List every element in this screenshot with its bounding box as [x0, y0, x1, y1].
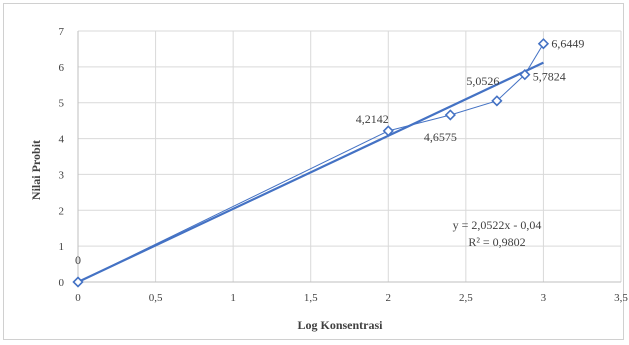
- grid-layer: [78, 30, 622, 282]
- data-point-3: [491, 95, 503, 107]
- data-point-1: [382, 125, 394, 137]
- x-tick-label-5: 2,5: [459, 292, 473, 304]
- x-tick-label-0: 0: [75, 292, 81, 304]
- y-tick-label-6: 6: [59, 62, 65, 74]
- data-labels: 0 4,2142 4,6575 5,0526 5,7824 6,6449: [75, 37, 584, 267]
- y-axis-title: Nilai Probit: [29, 140, 43, 200]
- data-label-5: 6,6449: [551, 37, 584, 51]
- x-tick-label-7: 3,5: [614, 292, 628, 304]
- x-tick-label-6: 3: [541, 292, 547, 304]
- data-point-0: [72, 276, 84, 288]
- x-tick-label-3: 1,5: [304, 292, 318, 304]
- data-label-0: 0: [75, 253, 81, 267]
- data-label-3: 5,0526: [466, 74, 499, 88]
- data-point-2: [444, 109, 456, 121]
- x-axis-title: Log Konsentrasi: [297, 318, 383, 332]
- data-label-1: 4,2142: [356, 112, 389, 126]
- axis-layer: [77, 31, 621, 283]
- r-squared-label: R² = 0,9802: [468, 235, 525, 249]
- data-point-4: [519, 69, 531, 81]
- data-label-2: 4,6575: [424, 130, 457, 144]
- y-tick-label-1: 1: [59, 241, 65, 253]
- data-point-5: [537, 38, 550, 50]
- trendline: [77, 61, 544, 283]
- y-tick-label-2: 2: [59, 205, 65, 217]
- data-label-4: 5,7824: [533, 70, 566, 84]
- y-tick-label-7: 7: [59, 26, 65, 38]
- y-tick-label-5: 5: [59, 98, 65, 110]
- y-tick-label-0: 0: [59, 277, 65, 289]
- y-tick-label-4: 4: [59, 134, 65, 146]
- x-tick-label-1: 0,5: [149, 292, 163, 304]
- x-tick-label-2: 1: [230, 292, 236, 304]
- y-tick-label-3: 3: [59, 169, 65, 181]
- trendline-equation: y = 2,0522x - 0,04: [453, 218, 542, 232]
- x-tick-label-4: 2: [386, 292, 392, 304]
- series-layer: [72, 38, 550, 288]
